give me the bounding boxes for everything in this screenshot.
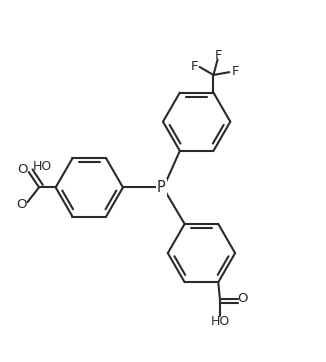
Text: P: P (157, 180, 166, 195)
Text: O: O (237, 292, 247, 306)
Text: O: O (18, 163, 28, 176)
Text: F: F (215, 49, 222, 62)
Text: O: O (16, 198, 27, 211)
Text: HO: HO (33, 160, 52, 173)
Text: F: F (231, 65, 239, 78)
Text: F: F (191, 60, 198, 73)
Text: HO: HO (210, 315, 230, 328)
